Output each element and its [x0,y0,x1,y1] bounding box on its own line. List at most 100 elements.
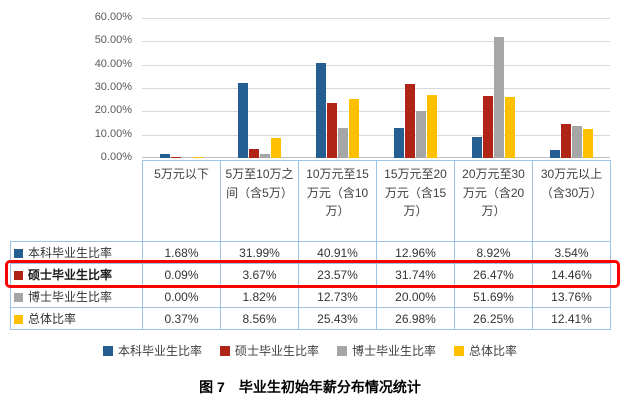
legend-item-overall: 总体比率 [454,342,517,359]
series-label: 总体比率 [28,312,77,326]
value-cell: 14.46% [532,263,611,286]
value-cell: 31.99% [220,241,299,264]
series-label-cell: 本科毕业生比率 [10,241,143,264]
value-cell: 3.54% [532,241,611,264]
bar-overall [270,138,281,158]
bar-phd [259,153,270,158]
legend-label: 本科毕业生比率 [117,344,202,358]
bar-group [376,18,454,158]
legend-item-master: 硕士毕业生比率 [219,342,319,359]
value-cell: 13.76% [532,285,611,308]
bar-undergrad [393,127,404,158]
value-cell: 51.69% [454,285,533,308]
value-cell: 12.96% [376,241,455,264]
series-key-phd [14,293,23,303]
value-cell: 0.37% [142,307,221,330]
y-axis: 60.00% 50.00% 40.00% 30.00% 20.00% 10.00% 0.00… [10,11,142,163]
bar-undergrad [315,62,326,158]
bar-phd [415,111,426,158]
bar-master [248,149,259,158]
value-cell: 1.82% [220,285,299,308]
data-table-wrap: 5万元以下 5万至10万之间（含5万） 10万元至15万元（含10万） 15万元至20… [5,160,620,330]
value-cell: 26.25% [454,307,533,330]
y-axis-tick-label: 20.00% [94,104,132,117]
value-cell: 20.00% [376,285,455,308]
y-axis-tick-label: 0.00% [100,151,132,163]
series-label: 硕士毕业生比率 [28,268,113,282]
table-corner-cell [11,161,143,242]
legend-swatch-overall [454,345,465,356]
data-table: 5万元以下 5万至10万之间（含5万） 10万元至15万元（含10万） 15万元至20… [10,160,611,330]
table-row-overall: 总体比率 0.37% 8.56% 25.43% 26.98% 26.25% 12.41% [10,307,611,330]
value-cell: 1.68% [142,241,221,264]
value-cell: 0.09% [142,263,221,286]
gridline [142,64,610,66]
value-cell: 26.47% [454,263,533,286]
bar-group [532,18,610,158]
value-cell: 12.73% [298,285,377,308]
bar-master [170,157,181,158]
bar-master [560,124,571,158]
y-axis-tick-label: 10.00% [94,127,132,140]
table-row-undergrad: 本科毕业生比率 1.68% 31.99% 40.91% 12.96% 8.92% 3.54% [10,241,611,264]
category-header-cell: 15万元至20万元（含15万） [376,160,455,242]
gridline [142,157,610,158]
bar-group [454,18,532,158]
bar-phd [337,128,348,158]
value-cell: 40.91% [298,241,377,264]
bar-group [298,18,376,158]
bar-overall [192,157,203,158]
bar-phd [493,37,504,158]
bar-overall [504,96,515,158]
value-cell: 12.41% [532,307,611,330]
gridline [142,41,610,43]
bar-master [404,83,415,158]
bar-overall [426,95,437,158]
series-key-master [14,271,23,281]
bar-overall [348,98,359,158]
legend-swatch-master [219,345,230,356]
value-cell: 0.00% [142,285,221,308]
value-cell: 8.92% [454,241,533,264]
y-axis-tick-label: 40.00% [94,57,132,70]
category-header-cell: 30万元以上（含30万） [532,160,611,242]
value-cell: 3.67% [220,263,299,286]
legend-label: 总体比率 [469,344,518,358]
series-key-overall [14,315,23,325]
bar-phd [571,125,582,158]
table-row-phd: 博士毕业生比率 0.00% 1.82% 12.73% 20.00% 51.69% 13.76… [10,285,611,308]
legend-item-undergrad: 本科毕业生比率 [102,342,202,359]
legend-label: 博士毕业生比率 [352,344,437,358]
gridline [142,88,610,89]
value-cell: 25.43% [298,307,377,330]
bar-undergrad [471,137,482,158]
bar-master [482,96,493,158]
bar-chart: 60.00% 50.00% 40.00% 30.00% 20.00% 10.00% 0.00… [10,8,610,163]
category-header-cell: 20万元至30万元（含20万） [454,160,533,242]
bar-group [142,18,220,158]
plot-area [142,18,610,158]
value-cell: 8.56% [220,307,299,330]
legend-swatch-phd [337,345,347,356]
y-axis-tick-label: 50.00% [94,34,132,47]
legend: 本科毕业生比率 硕士毕业生比率 博士毕业生比率 总体比率 [10,342,610,359]
bar-undergrad [159,154,170,158]
gridline [142,134,610,136]
figure-caption: 图 7 毕业生初始年薪分布情况统计 [199,379,421,395]
y-axis-tick-label: 60.00% [94,11,132,23]
legend-label: 硕士毕业生比率 [234,344,319,358]
value-cell: 26.98% [376,307,455,330]
series-key-undergrad [14,249,23,259]
gridline [142,111,610,113]
gridline [142,18,610,19]
series-label: 本科毕业生比率 [28,246,113,260]
bar-undergrad [549,149,560,158]
bar-overall [582,129,593,158]
legend-swatch-undergrad [102,345,113,356]
value-cell: 31.74% [376,263,455,286]
category-header-cell: 10万元至15万元（含10万） [298,160,377,242]
y-axis-tick-label: 30.00% [94,81,132,93]
series-label-cell: 博士毕业生比率 [10,285,143,308]
category-header-cell: 5万至10万之间（含5万） [220,160,299,242]
